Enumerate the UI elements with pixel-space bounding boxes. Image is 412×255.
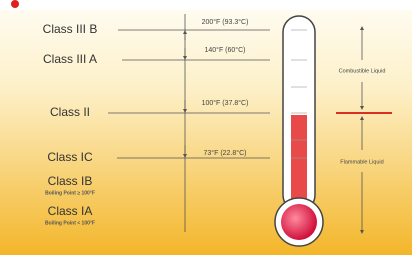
- class-label: Class IC: [47, 150, 93, 164]
- class-note: Boiling Point ≥ 100°F: [45, 190, 95, 196]
- temperature-label: 73°F (22.8°C): [204, 149, 247, 157]
- class-label: Class IB: [48, 174, 93, 188]
- mercury: [291, 115, 307, 210]
- class-note: Boiling Point < 100°F: [45, 220, 95, 226]
- bulb: [281, 204, 317, 240]
- temperature-label: 140°F (60°C): [204, 46, 245, 54]
- range-label: Combustible Liquid: [339, 68, 386, 74]
- temperature-label: 200°F (93.3°C): [202, 18, 249, 26]
- top-band: [0, 0, 412, 10]
- class-label: Class IA: [48, 204, 93, 218]
- range-label: Flammable Liquid: [340, 159, 383, 165]
- class-label: Class II: [50, 105, 90, 119]
- temperature-label: 100°F (37.8°C): [202, 99, 249, 107]
- class-label: Class III B: [43, 22, 98, 36]
- class-label: Class III A: [43, 52, 97, 66]
- diagram: Class III B Class III A Class II Class IC Cl…: [0, 0, 412, 255]
- bullet-icon: [11, 0, 19, 8]
